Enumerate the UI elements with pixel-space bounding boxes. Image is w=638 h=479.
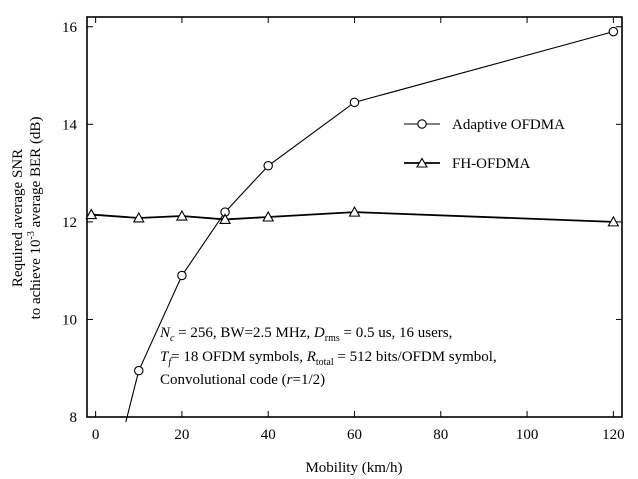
series-1 [85,205,620,227]
annotation-segment: = 512 bits/OFDM symbol, [334,349,497,365]
annotation-segment: D [313,325,325,341]
y-axis-title-sup: -3 [26,231,37,239]
annotation-segment: c [170,333,175,344]
annotation-segment: Convolutional code ( [160,372,287,388]
series-0 [125,26,619,423]
x-tick-label: 20 [174,427,189,443]
annotation-segment: T [160,349,170,365]
legend-label-fh: FH-OFDMA [452,156,531,172]
tick-labels: 0 20 40 60 80 100 120 8 10 12 14 16 [62,20,625,443]
y-tick-label: 10 [62,312,77,328]
annotation-segment: total [316,357,334,368]
data-point-triangle [607,215,620,227]
x-tick-label: 80 [433,427,448,443]
data-point-triangle [132,211,145,223]
legend: Adaptive OFDMA FH-OFDMA [404,117,565,172]
data-point-circle [177,270,187,281]
data-point-circle [263,161,273,171]
data-point-circle [349,97,360,108]
data-point-triangle [219,213,231,224]
annotation-line-3: Convolutional code (r=1/2) [160,372,325,388]
annotation-segment: f [168,357,172,368]
x-tick-label: 0 [92,427,100,443]
annotation-segment: R [306,349,316,365]
legend-marker-triangle-icon [416,157,428,168]
y-tick-label: 12 [62,215,77,231]
annotation-segment: = 0.5 us, 16 users, [340,325,453,341]
annotation-block: Nc = 256, BW=2.5 MHz, Drms = 0.5 us, 16 … [159,325,497,388]
annotation-line-1: Nc = 256, BW=2.5 MHz, Drms = 0.5 us, 16 … [159,325,452,344]
annotation-segment: =1/2) [293,372,326,388]
annotation-segment: = 18 OFDM symbols, [171,349,307,365]
data-point-triangle [175,209,188,221]
annotation-segment: r [287,372,293,388]
y-axis-title-line-1: Required average SNR [10,149,26,287]
data-point-circle [134,365,144,376]
legend-marker-circle-icon [417,119,427,129]
data-point-triangle [348,205,361,217]
data-point-triangle [85,208,98,220]
data-point-triangle [262,210,275,222]
y-axis-title-post: average BER (dB) [28,117,44,232]
annotation-line-2: Tf= 18 OFDM symbols, Rtotal = 512 bits/O… [160,349,497,368]
series-layer [85,26,620,423]
legend-label-adaptive: Adaptive OFDMA [452,117,565,133]
y-tick-label: 8 [70,410,78,426]
annotation-segment: rms [325,333,340,344]
annotation-segment: N [159,325,171,341]
data-point-circle [608,26,619,37]
y-axis-title: Required average SNR to achieve 10-3 ave… [10,117,44,320]
y-axis-title-line-2: to achieve 10-3 average BER (dB) [26,117,44,320]
x-tick-label: 100 [516,427,539,443]
x-tick-label: 120 [602,427,625,443]
y-axis-title-pre: to achieve 10 [28,239,44,319]
x-tick-label: 40 [261,427,276,443]
y-tick-label: 14 [62,117,78,133]
axis-ticks [87,17,622,418]
x-tick-label: 60 [347,427,362,443]
annotation-segment: = 256, BW=2.5 MHz, [174,325,313,341]
x-axis-title: Mobility (km/h) [305,460,402,476]
y-tick-label: 16 [62,20,78,36]
